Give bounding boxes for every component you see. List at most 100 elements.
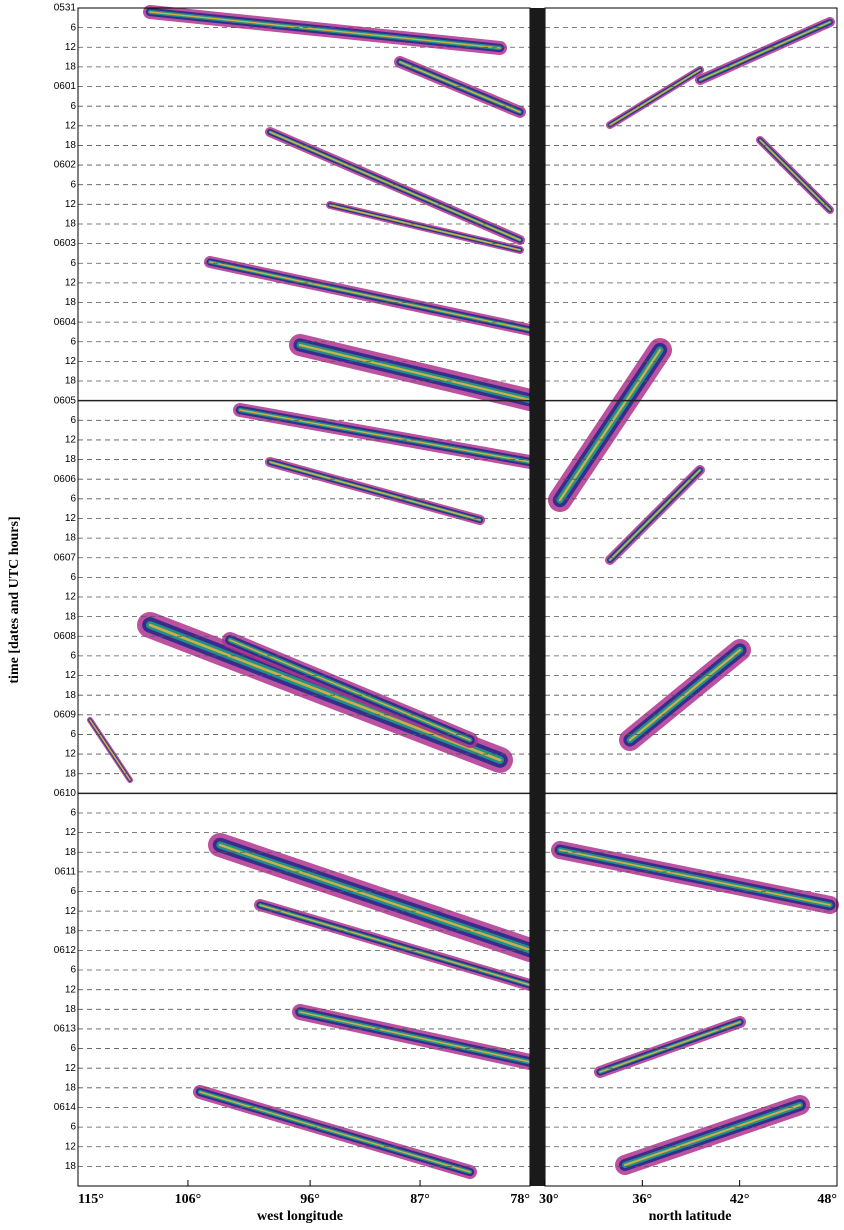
echo-streak [759,139,831,211]
y-tick-label: 6 [70,336,76,347]
y-tick-label: 12 [65,513,77,524]
y-tick-label: 18 [65,690,77,701]
echo-streak [699,21,831,81]
y-tick-label: 0603 [54,238,77,249]
x-tick-label: 48° [817,1192,837,1207]
y-tick-label: 12 [65,984,77,995]
echo-streak [209,261,531,331]
y-tick-label: 18 [65,297,77,308]
y-tick-label: 12 [65,906,77,917]
y-tick-label: 0614 [54,1102,77,1113]
y-tick-label: 18 [65,140,77,151]
echo-streak [559,849,831,906]
y-tick-label: 12 [65,670,77,681]
y-tick-label: 6 [70,808,76,819]
x-tick-label: 36° [633,1192,653,1207]
y-tick-label: 0602 [54,160,77,171]
x-tick-label: 30° [539,1192,559,1207]
y-tick-label: 18 [65,219,77,230]
y-tick-label: 6 [70,493,76,504]
echo-streaks [87,5,839,1179]
echo-streak [149,11,501,49]
echo-streak [269,131,521,241]
x-tick-label: 87° [410,1192,430,1207]
y-tick-label: 18 [65,1082,77,1093]
y-tick-label: 18 [65,1161,77,1172]
echo-streak [259,904,531,986]
y-tick-label: 6 [70,572,76,583]
echo-streak [599,1021,741,1073]
y-tick-label: 18 [65,533,77,544]
y-tick-label: 6 [70,258,76,269]
echo-streak [148,623,502,762]
echo-streak [239,409,531,463]
grid [78,7,837,1167]
x-tick-label: 78° [510,1192,530,1207]
echo-streak [299,1011,531,1063]
y-tick-label: 6 [70,965,76,976]
y-tick-label: 0608 [54,631,77,642]
y-tick-label: 18 [65,847,77,858]
x-tick-label: 42° [730,1192,750,1207]
y-tick-label: 0611 [54,867,76,878]
y-tick-label: 12 [65,749,77,760]
y-tick-label: 18 [65,768,77,779]
y-tick-label: 6 [70,179,76,190]
y-tick-label: 6 [70,1122,76,1133]
y-tick-label: 6 [70,415,76,426]
echo-streak [624,1104,801,1166]
echo-streak [329,204,521,251]
y-tick-label: 12 [65,120,77,131]
y-tick-label: 12 [65,1141,77,1152]
echo-streak [558,348,662,502]
y-tick-label: 12 [65,199,77,210]
y-tick-label: 18 [65,1004,77,1015]
y-tick-label: 6 [70,22,76,33]
x-axis-label: west longitude [257,1209,343,1224]
echo-streak [229,639,471,741]
echo-streak [399,61,521,113]
y-tick-label: 12 [65,435,77,446]
y-tick-label: 6 [70,1043,76,1054]
y-axis-label: time [dates and UTC hours] [7,516,22,683]
y-tick-label: 12 [65,827,77,838]
echo-streak [269,461,481,521]
y-tick-label: 0610 [54,788,77,799]
y-tick-label: 6 [70,101,76,112]
y-tick-label: 0613 [54,1024,77,1035]
y-tick-label: 6 [70,729,76,740]
y-tick-label: 0605 [54,395,77,406]
y-tick-label: 6 [70,886,76,897]
echo-streak [609,469,701,561]
echo-streak [609,69,701,126]
panel-divider [530,8,545,1186]
y-tick-label: 18 [65,611,77,622]
y-tick-label: 12 [65,356,77,367]
y-tick-label: 18 [65,376,77,387]
y-tick-label: 0531 [54,3,77,14]
x-axis-label: north latitude [649,1209,732,1224]
y-tick-label: 6 [70,651,76,662]
y-tick-label: 18 [65,454,77,465]
y-tick-label: 12 [65,42,77,53]
y-tick-label: 12 [65,1063,77,1074]
echo-streak [298,343,532,402]
x-tick-label: 115° [78,1192,104,1207]
y-tick-label: 18 [65,925,77,936]
x-tick-label: 106° [175,1192,202,1207]
y-tick-label: 0601 [54,81,77,92]
x-tick-label: 96° [300,1192,320,1207]
y-tick-label: 18 [65,62,77,73]
y-tick-label: 0612 [54,945,77,956]
y-tick-label: 0604 [54,317,77,328]
echo-streak [218,843,532,952]
echo-streak [199,1091,471,1173]
y-tick-label: 0607 [54,552,77,563]
echo-streak [89,719,131,781]
y-tick-label: 12 [65,592,77,603]
y-tick-label: 0609 [54,709,77,720]
y-tick-label: 12 [65,278,77,289]
y-tick-label: 0606 [54,474,77,485]
